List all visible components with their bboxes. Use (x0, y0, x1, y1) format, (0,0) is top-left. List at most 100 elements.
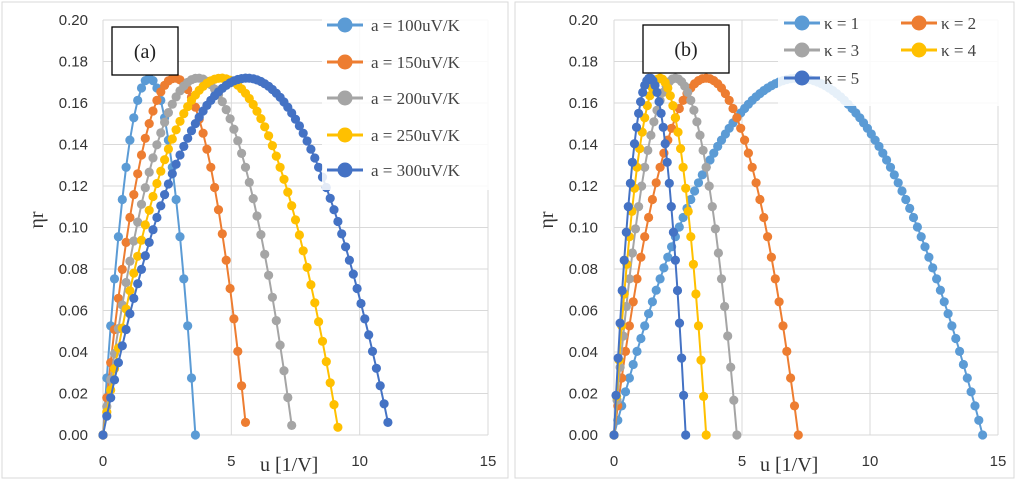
panel-a-series-2-point (210, 182, 220, 193)
panel-b-series-5-point (670, 255, 681, 265)
panel-a-series-4-point (317, 336, 328, 346)
panel-b-series-3-point (643, 145, 653, 155)
panel-a-series-2-point (233, 346, 243, 356)
panel-b-series-4-point (691, 289, 701, 299)
panel-a-series-5-point (360, 314, 370, 324)
panel-b-series-3-point (646, 130, 656, 140)
panel-b-series-3-point (624, 274, 635, 284)
panel-b-series-2-point (736, 123, 746, 133)
panel-a-series-4-point (125, 286, 135, 296)
panel-a-series-1-point (125, 135, 135, 145)
panel-b-series-2-point (770, 274, 780, 284)
panel-a-series-2-point (217, 229, 227, 239)
panel-a-series-3-point (144, 167, 154, 177)
panel-b-series-1-point (947, 321, 957, 331)
panel-b-series-3-point (726, 362, 736, 372)
panel-a-series-5-point (352, 283, 362, 294)
panel-a-series-5-point (102, 411, 112, 421)
panel-a-series-5-point (379, 399, 389, 409)
panel-b-legend-label-4: κ = 4 (941, 41, 977, 60)
panel-a-series-3-point (240, 162, 251, 172)
panel-a-series-4-point (167, 134, 177, 144)
panel-b-series-5-point (656, 108, 666, 118)
panel-b-series-5-point (617, 285, 627, 296)
panel-b-series-3-point (683, 87, 693, 97)
panel-b-legend-swatch-marker-3 (794, 42, 810, 58)
panel-a-series-3-point (163, 108, 173, 118)
panel-b-series-2-point (720, 89, 731, 99)
panel-b-tag-box (642, 24, 730, 74)
panel-b-series-3-point (686, 95, 696, 105)
panel-b-series-5-point (631, 122, 642, 132)
panel-b-series-2-point (620, 346, 631, 356)
panel-a-series-4-point (129, 268, 139, 278)
panel-b-legend-label-5: κ = 5 (824, 69, 859, 88)
panel-a-series-4-point (314, 317, 324, 327)
panel-a-series-2-point (221, 255, 231, 265)
panel-a-series-3-point (271, 316, 281, 326)
panel-b-series-4-point (645, 91, 655, 101)
panel-a-series-2-point (229, 314, 239, 324)
panel-b-series-5-point (636, 97, 646, 107)
panel-a-series-1-point (113, 232, 123, 242)
panel-a-y-tick-label: 0.12 (59, 178, 88, 195)
panel-b-series-1-point (916, 232, 926, 242)
panel-a-series-5-point (113, 358, 123, 368)
panel-a-series-2-point (121, 237, 131, 247)
panel-a-series-2-point (213, 205, 224, 215)
panel-b-series-1-point (885, 162, 896, 172)
panel-b-series-5-point (660, 139, 670, 149)
panel-a-legend-label-3: a = 200uV/K (371, 89, 461, 108)
panel-b-series-3-point (630, 224, 641, 234)
panel-b-series-2-point (628, 297, 638, 307)
panel-a-series-5-point (294, 121, 304, 131)
panel-a-series-4-point (325, 378, 335, 388)
panel-a-series-5-point (140, 251, 150, 261)
panel-b-series-1-point (690, 186, 700, 196)
panel-b-series-1-point (651, 285, 661, 295)
panel-b-series-2-point (782, 346, 792, 356)
panel-b-series-1-point (935, 285, 946, 295)
panel-b-series-1-point (678, 212, 688, 223)
panel-b-series-1-point (636, 333, 646, 344)
panel-b-series-3-point (713, 248, 724, 258)
panel-b-series-2-point (774, 297, 784, 307)
panel-a-series-5-point (329, 205, 339, 215)
panel-b-series-4-point (693, 321, 704, 331)
panel-b-series-2-point (740, 135, 750, 145)
panel-b-series-5-point (668, 227, 679, 237)
panel-b-series-5-point (666, 202, 676, 212)
panel-a-x-tick-label: 10 (351, 453, 368, 470)
panel-b-series-1-point (655, 274, 665, 284)
panel-b-series-5-point (662, 157, 672, 167)
panel-a-series-5-point (125, 309, 135, 319)
panel-a-series-1-point (129, 113, 139, 123)
panel-b-legend-swatch-marker-4 (911, 42, 927, 58)
panel-a-series-1-point (148, 76, 158, 86)
panel-b-series-2-point (786, 373, 796, 383)
panel-b-series-5-point (677, 353, 687, 363)
panel-a-series-4-point (163, 144, 173, 154)
panel-b-series-1-point (901, 194, 911, 205)
panel-b-x-tick-labels: 0 5 10 15 (610, 453, 1007, 470)
panel-b-series-1-point (628, 359, 638, 370)
panel-a-series-3-point (237, 148, 247, 158)
panel-a-series-3-point (221, 105, 231, 115)
panel-a-series-4-point (144, 205, 154, 215)
panel-b-legend-label-3: κ = 3 (824, 41, 859, 60)
panel-b-series-5-point (654, 97, 664, 107)
panel-b-y-axis-title: ηr (536, 211, 558, 228)
panel-b-series-3-point (692, 117, 702, 127)
panel-a-series-4-point (160, 155, 170, 165)
panel-b-series-5-point (672, 285, 683, 296)
panel-a-series-2-point (237, 381, 247, 391)
panel-a-tag: (a) (111, 26, 179, 76)
chart-panel-b: 0.00 0.02 0.04 0.06 0.08 0.10 0.12 0.14 0.16 0.18… (514, 1, 1015, 479)
panel-b-series-2-point (655, 162, 665, 172)
panel-b-y-tick-label: 0.08 (569, 261, 598, 278)
panel-b-series-2-point (624, 321, 635, 331)
panel-b-y-tick-label: 0.06 (569, 303, 598, 320)
panel-b-series-4-point (683, 206, 693, 216)
panel-a-series-5-point (133, 279, 143, 289)
panel-b-series-2-point (647, 194, 658, 205)
